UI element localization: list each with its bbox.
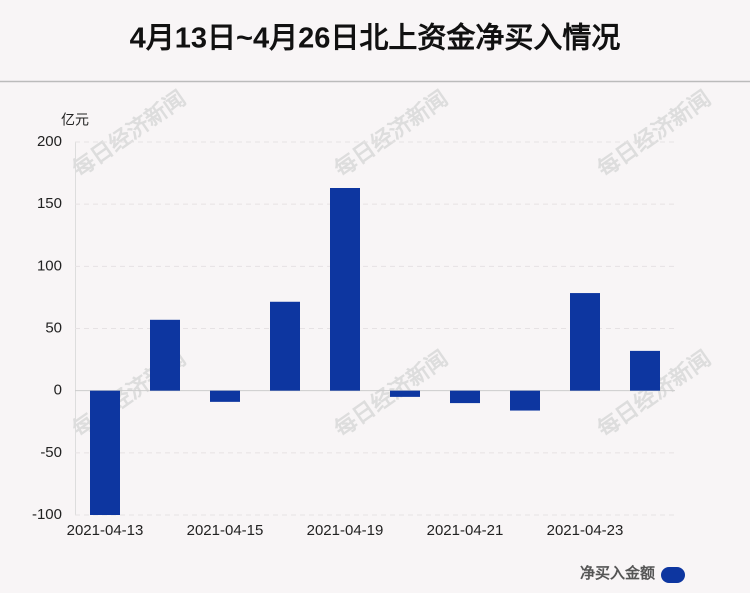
x-tick-label: 2021-04-19 [307,522,384,539]
bar [630,350,660,391]
y-tick-label: -100 [32,506,62,523]
x-tick-label: 2021-04-21 [427,522,504,539]
y-tick-label: -50 [40,444,62,461]
y-tick-label: 200 [37,133,62,150]
y-tick-label: 50 [45,319,62,336]
bar [390,390,420,397]
y-tick-label: 150 [37,195,62,212]
x-tick-label: 2021-04-23 [547,522,624,539]
bar [150,319,180,391]
bar [510,390,540,411]
legend-label: 净买入金额 [580,564,655,582]
bar [90,390,120,515]
bar [210,390,240,402]
legend-swatch [661,567,685,583]
y-unit: 亿元 [61,112,89,128]
bar [570,293,600,391]
y-tick-label: 100 [37,257,62,274]
x-tick-label: 2021-04-15 [187,522,264,539]
x-tick-label: 2021-04-13 [67,522,144,539]
bar [270,301,300,391]
bar [330,188,360,391]
chart-title: 4月13日~4月26日北上资金净买入情况 [130,21,621,55]
bar [450,390,480,404]
y-tick-label: 0 [54,382,62,399]
